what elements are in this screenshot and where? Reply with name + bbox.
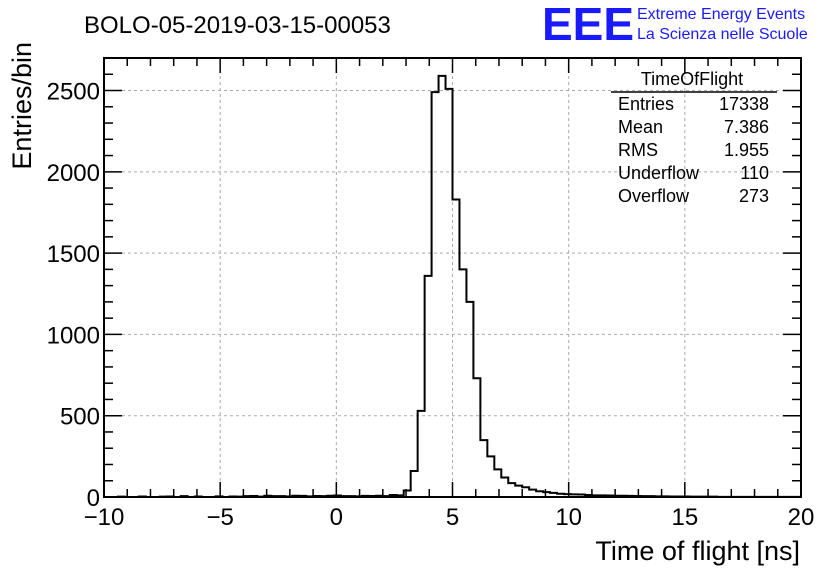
y-tick-label: 2000: [47, 160, 100, 187]
histogram-bin: [411, 471, 418, 497]
histogram-bin: [432, 92, 439, 497]
axis-ticks: [103, 57, 802, 498]
y-axis-title: Entries/bin: [7, 42, 37, 170]
stats-value: 7.386: [724, 117, 769, 137]
logo-mark: EEE: [542, 0, 634, 50]
x-tick-label: 10: [555, 504, 582, 531]
histogram-bin: [466, 302, 473, 497]
histogram-bin: [522, 487, 529, 497]
histogram-bin: [459, 269, 466, 497]
stats-value: 110: [740, 163, 769, 183]
stats-label: RMS: [618, 140, 658, 160]
histogram-bin: [418, 411, 425, 497]
stats-box-title: TimeOfFlight: [641, 69, 743, 89]
histogram-bin: [515, 486, 522, 497]
stats-label: Mean: [618, 117, 663, 137]
stats-value: 273: [739, 186, 769, 206]
histogram-bin: [501, 477, 508, 497]
y-tick-label: 1500: [47, 241, 100, 268]
histogram-bin: [446, 89, 453, 497]
eee-logo: EEE Extreme Energy Events La Scienza nel…: [542, 0, 808, 50]
stats-label: Underflow: [618, 163, 700, 183]
histogram-bin: [453, 199, 460, 497]
stats-value: 1.955: [724, 140, 769, 160]
x-tick-label: 15: [671, 504, 698, 531]
x-axis-title: Time of flight [ns]: [595, 536, 800, 566]
stats-value: 17338: [719, 94, 769, 114]
stats-label: Overflow: [618, 186, 690, 206]
y-tick-label: 500: [60, 404, 100, 431]
stats-rows: Entries 17338 Mean 7.386 RMS 1.955 Underflow 11…: [618, 94, 769, 206]
stats-box: TimeOfFlight Entries 17338 Mean 7.386 RMS 1.9…: [611, 69, 777, 206]
logo-line-2: La Scienza nelle Scuole: [637, 26, 808, 43]
histogram-bin: [425, 276, 432, 497]
histogram-bin: [487, 456, 494, 497]
stats-label: Entries: [618, 94, 674, 114]
histogram-bin: [529, 490, 536, 497]
histogram-bin: [439, 76, 446, 497]
histogram-bin: [473, 378, 480, 497]
histogram-bin: [508, 483, 515, 497]
chart-title: BOLO-05-2019-03-15-00053: [84, 12, 391, 39]
y-tick-labels: 0 500 1000 1500 2000 2500: [47, 79, 100, 512]
x-tick-label: 5: [446, 504, 459, 531]
histogram-bin: [480, 440, 487, 497]
y-tick-label: 0: [87, 485, 100, 512]
x-tick-label: −5: [206, 504, 233, 531]
x-tick-label: 0: [330, 504, 343, 531]
x-tick-label: 20: [788, 504, 815, 531]
y-tick-label: 2500: [47, 79, 100, 106]
x-tick-label: −10: [84, 504, 125, 531]
logo-line-1: Extreme Energy Events: [637, 6, 805, 23]
histogram-bin: [494, 469, 501, 497]
x-tick-labels: −10 −5 0 5 10 15 20: [84, 504, 815, 531]
y-tick-label: 1000: [47, 322, 100, 349]
